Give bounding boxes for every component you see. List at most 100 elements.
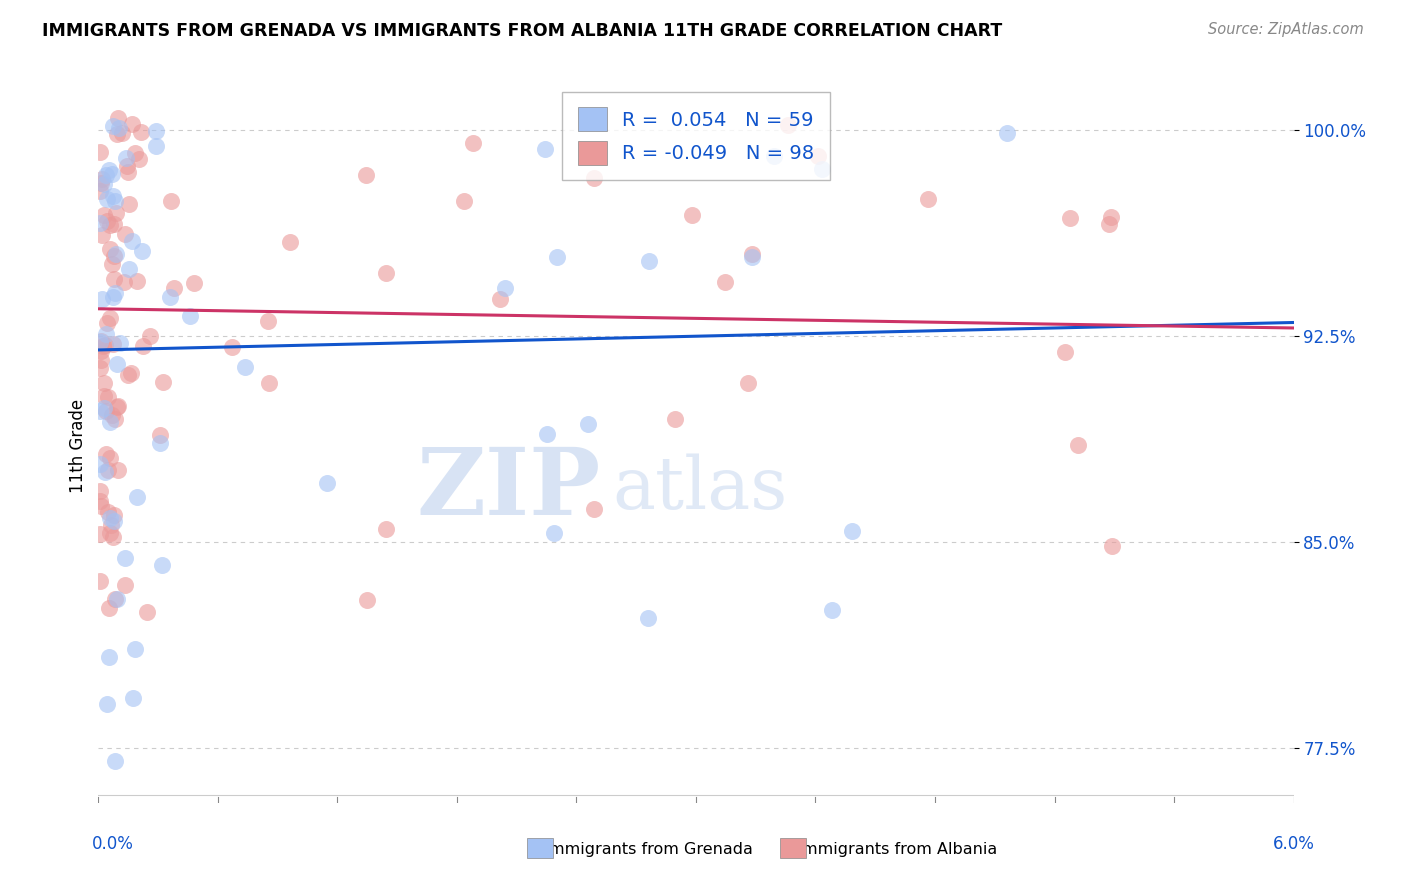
Point xyxy=(132,339,155,353)
Point xyxy=(489,292,512,306)
Point xyxy=(93,338,115,352)
Point xyxy=(583,171,606,186)
Point xyxy=(124,642,146,657)
Point xyxy=(128,152,150,166)
Point xyxy=(762,149,785,163)
Point xyxy=(127,490,149,504)
Point xyxy=(94,447,117,461)
Text: Source: ZipAtlas.com: Source: ZipAtlas.com xyxy=(1208,22,1364,37)
Point xyxy=(103,508,125,522)
Point xyxy=(97,650,120,665)
Point xyxy=(107,592,129,607)
Point xyxy=(107,128,129,142)
Point xyxy=(105,206,128,220)
Point xyxy=(90,334,112,348)
Point xyxy=(101,530,124,544)
Point xyxy=(129,125,152,139)
Point xyxy=(91,339,114,353)
Point xyxy=(1054,345,1077,359)
Point xyxy=(681,208,703,222)
Point xyxy=(103,272,125,286)
Point xyxy=(94,169,117,183)
Point xyxy=(115,159,138,173)
Point xyxy=(811,161,834,176)
Point xyxy=(125,274,148,288)
Point xyxy=(93,177,115,191)
Point xyxy=(233,359,256,374)
Point xyxy=(278,235,301,250)
Point xyxy=(114,151,136,165)
Point xyxy=(543,526,565,541)
Point xyxy=(841,524,863,538)
Point xyxy=(179,309,201,323)
Point xyxy=(806,149,828,163)
Point xyxy=(90,353,112,368)
Point xyxy=(152,558,174,572)
Point xyxy=(103,249,125,263)
Point xyxy=(117,368,139,382)
Point xyxy=(221,340,243,354)
Point xyxy=(995,126,1018,140)
Point xyxy=(114,550,136,565)
Point xyxy=(183,276,205,290)
Point xyxy=(316,476,339,491)
Point xyxy=(100,450,122,465)
Point xyxy=(533,142,555,156)
Point xyxy=(638,253,661,268)
Point xyxy=(776,118,799,132)
Point xyxy=(103,285,125,300)
Point xyxy=(89,216,111,230)
Point xyxy=(152,376,174,390)
Point xyxy=(546,250,568,264)
Point xyxy=(145,139,167,153)
Point xyxy=(96,403,118,417)
Point xyxy=(122,691,145,706)
Point xyxy=(1067,438,1090,452)
Point xyxy=(104,412,127,426)
Point xyxy=(107,112,129,126)
Point xyxy=(582,502,605,516)
Point xyxy=(100,518,122,533)
Point xyxy=(98,415,121,429)
Point xyxy=(375,266,398,280)
Point xyxy=(96,214,118,228)
Point xyxy=(131,244,153,258)
Text: Immigrants from Grenada: Immigrants from Grenada xyxy=(534,842,754,856)
Point xyxy=(714,275,737,289)
Point xyxy=(149,428,172,442)
Point xyxy=(104,194,127,209)
Point xyxy=(98,242,121,256)
Point xyxy=(105,357,128,371)
Point xyxy=(121,117,143,131)
Point xyxy=(101,336,124,351)
Point xyxy=(110,336,132,351)
Point xyxy=(494,281,516,295)
Point xyxy=(103,189,125,203)
Point xyxy=(98,310,121,325)
Point xyxy=(1059,211,1081,225)
Point xyxy=(124,146,146,161)
Point xyxy=(112,275,135,289)
Text: ZIP: ZIP xyxy=(416,444,600,533)
Point xyxy=(98,162,121,177)
Point xyxy=(120,367,142,381)
Point xyxy=(107,399,129,413)
Point xyxy=(1099,210,1122,224)
Point xyxy=(94,327,117,342)
Point xyxy=(93,389,115,403)
Point xyxy=(162,281,184,295)
Text: atlas: atlas xyxy=(613,453,787,524)
Point xyxy=(576,417,599,431)
Point xyxy=(118,196,141,211)
Point xyxy=(91,227,114,242)
Point xyxy=(100,526,122,541)
Point xyxy=(107,463,129,477)
Point xyxy=(453,194,475,208)
Point xyxy=(97,505,120,519)
Point xyxy=(820,603,842,617)
Point xyxy=(103,514,125,528)
Point xyxy=(121,234,143,248)
Point xyxy=(93,465,115,479)
Point xyxy=(257,376,280,390)
Point xyxy=(105,400,128,414)
